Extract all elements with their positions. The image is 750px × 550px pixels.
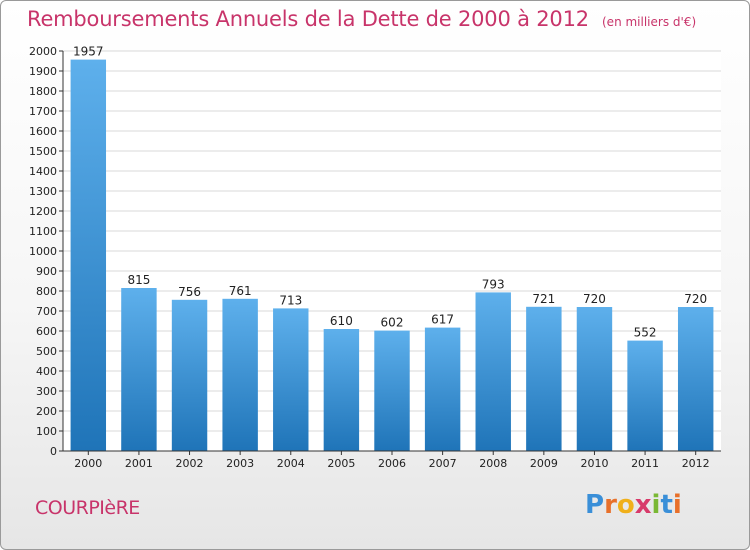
x-tick-label-2011: 2011	[631, 457, 659, 470]
value-label-2009: 721	[532, 292, 555, 306]
x-tick-label-2008: 2008	[479, 457, 507, 470]
bar-2003	[222, 298, 258, 451]
bar-2000	[70, 59, 107, 451]
y-tick-label: 300	[36, 385, 57, 398]
bar-2006	[374, 330, 410, 451]
y-tick-label: 900	[36, 265, 57, 278]
bar-2010	[576, 307, 613, 451]
x-tick-label-2012: 2012	[682, 457, 710, 470]
value-label-2007: 617	[431, 313, 454, 327]
value-label-2001: 815	[127, 273, 150, 287]
y-tick-label: 800	[36, 285, 57, 298]
x-tick-label-2005: 2005	[327, 457, 355, 470]
bar-2002	[171, 299, 208, 451]
value-label-2000: 1957	[73, 45, 104, 59]
value-label-2011: 552	[634, 326, 657, 340]
brand-letter: i	[651, 490, 661, 520]
bar-2001	[121, 288, 157, 451]
y-tick-label: 700	[36, 305, 57, 318]
commune-name: COURPIèRE	[35, 497, 140, 519]
y-tick-label: 1500	[29, 145, 57, 158]
bar-2011	[627, 340, 663, 451]
y-tick-label: 0	[50, 445, 57, 458]
value-label-2005: 610	[330, 314, 353, 328]
bars: 1957 815 756 761 713 610 602 617 793 721 720 552 720	[70, 45, 714, 451]
y-tick-label: 1200	[29, 205, 57, 218]
bar-2007	[424, 327, 461, 451]
y-tick-label: 400	[36, 365, 57, 378]
chart-title: Remboursements Annuels de la Dette de 20…	[27, 7, 589, 31]
y-tick-label: 1700	[29, 105, 57, 118]
brand-logo: Proxiti	[585, 490, 682, 520]
brand-letter: P	[585, 490, 605, 520]
y-tick-label: 500	[36, 345, 57, 358]
value-label-2003: 761	[229, 284, 252, 298]
bar-2004	[273, 308, 309, 451]
x-tick-label-2004: 2004	[277, 457, 305, 470]
y-tick-label: 1100	[29, 225, 57, 238]
value-label-2008: 793	[482, 277, 505, 291]
y-tick-label: 100	[36, 425, 57, 438]
y-axis-ticks: 0 100 200 300 400 500 600 700 800 900 1000 1100 1200…	[29, 45, 63, 458]
x-tick-label-2007: 2007	[429, 457, 457, 470]
x-tick-label-2000: 2000	[74, 457, 102, 470]
value-label-2006: 602	[381, 316, 404, 330]
brand-letter: x	[634, 490, 652, 520]
bar-2005	[323, 329, 360, 451]
y-tick-label: 1300	[29, 185, 57, 198]
brand-letter: t	[660, 490, 673, 520]
x-tick-label-2003: 2003	[226, 457, 254, 470]
brand-letter: i	[672, 490, 682, 520]
brand-letter: o	[616, 490, 635, 520]
value-label-2004: 713	[279, 293, 302, 307]
y-tick-label: 1400	[29, 165, 57, 178]
x-axis-ticks: 2000 2001 2002 2003 2004 2005 2006 2007 2008 2009…	[74, 451, 710, 470]
x-tick-label-2002: 2002	[176, 457, 204, 470]
y-tick-label: 1800	[29, 85, 57, 98]
y-tick-label: 1600	[29, 125, 57, 138]
bar-2012	[677, 307, 714, 451]
y-tick-label: 200	[36, 405, 57, 418]
x-tick-label-2010: 2010	[580, 457, 608, 470]
value-label-2012: 720	[684, 292, 707, 306]
value-label-2002: 756	[178, 285, 201, 299]
brand-letter: r	[604, 490, 617, 520]
x-tick-label-2001: 2001	[125, 457, 153, 470]
y-tick-label: 1000	[29, 245, 57, 258]
y-tick-label: 600	[36, 325, 57, 338]
bar-2009	[526, 306, 562, 451]
x-tick-label-2006: 2006	[378, 457, 406, 470]
y-tick-label: 2000	[29, 45, 57, 58]
y-tick-label: 1900	[29, 65, 57, 78]
chart-subtitle: (en milliers d'€)	[602, 15, 697, 29]
x-tick-label-2009: 2009	[530, 457, 558, 470]
value-label-2010: 720	[583, 292, 606, 306]
title-row: Remboursements Annuels de la Dette de 20…	[27, 7, 696, 31]
bar-2008	[475, 292, 511, 451]
